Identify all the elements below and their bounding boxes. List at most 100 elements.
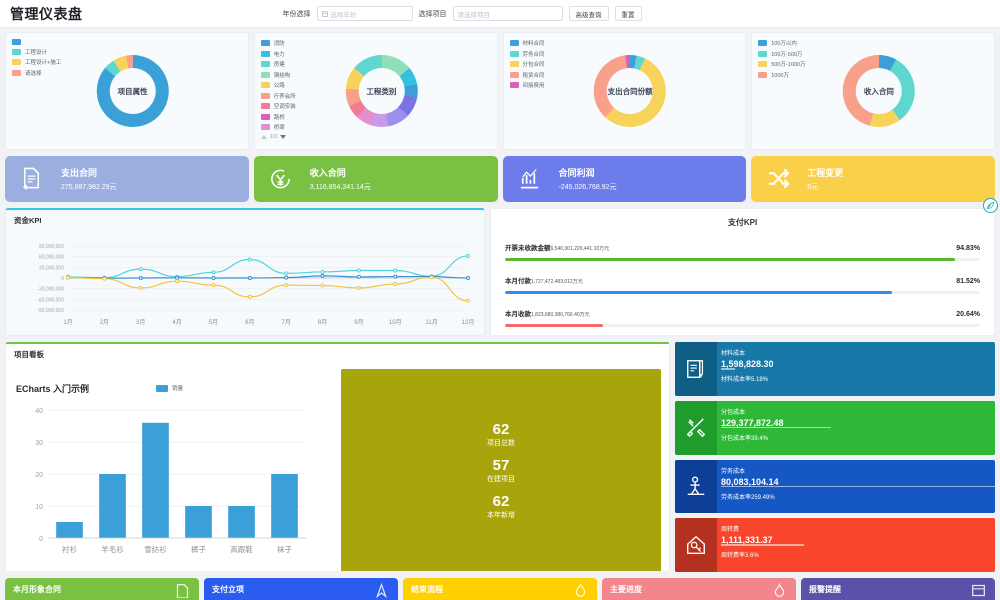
legend-color-swatch — [260, 61, 270, 67]
project-select-input[interactable]: 请选择项目 — [452, 6, 563, 21]
book-pen-icon — [675, 342, 717, 396]
donut-legend-3[interactable]: 100万以内 100万-500万 500万-1000万 1000万 — [758, 39, 806, 81]
legend-item[interactable]: 请选择 — [12, 69, 61, 77]
bar-chart-svg[interactable]: 0 10 20 30 40 衬衫 羊毛衫 雪纺衫 裤子 高跟鞋 袜子 — [6, 398, 341, 572]
legend-item[interactable]: 租赁合同 — [509, 71, 545, 79]
stat-card[interactable]: 合同利润 -245,026,768.92元 — [502, 156, 747, 202]
cost-card[interactable]: 材料成本 1,598,828.30 材料成本率5.18% — [675, 342, 995, 396]
cost-card[interactable]: 分包成本 129,377,872.48 分包成本率39.4% — [675, 400, 995, 455]
project-count-number: 62 — [492, 492, 510, 510]
legend-item[interactable]: 电力 — [260, 50, 296, 58]
legend-color-swatch — [509, 71, 519, 78]
quick-action-card[interactable]: 结束流程 — [403, 578, 597, 600]
svg-text:90,000,000: 90,000,000 — [39, 244, 64, 250]
svg-text:8月: 8月 — [318, 319, 327, 326]
donut-center-label-0: 项目属性 — [117, 86, 148, 96]
legend-label: 房建 — [273, 62, 285, 68]
legend-item[interactable]: 消防 — [260, 39, 296, 47]
legend-item[interactable]: 间接费用 — [509, 81, 545, 89]
svg-text:11月: 11月 — [426, 319, 438, 326]
legend-pager[interactable]: 1/3 — [260, 134, 296, 140]
quick-action-card[interactable]: 报警提醒 — [801, 578, 995, 600]
legend-swatch-sales — [156, 384, 168, 392]
legend-page-up-icon[interactable] — [260, 134, 267, 139]
legend-item[interactable]: 100万以内 — [758, 39, 805, 47]
donut-chart-3[interactable]: 收入合同 — [842, 55, 915, 127]
fund-kpi-line-chart[interactable]: 90,000,000 60,000,000 30,000,000 0 -30,000,0… — [6, 236, 486, 334]
svg-text:0: 0 — [39, 536, 43, 543]
file-icon — [175, 583, 190, 600]
quick-action-label: 主要进度 — [610, 585, 642, 594]
stat-card-value: -245,026,768.92元 — [558, 184, 617, 191]
cost-card[interactable]: 劳务成本 80,083,104.14 劳务成本率259.49% — [675, 459, 995, 514]
svg-text:6月: 6月 — [245, 319, 254, 326]
svg-text:雪纺衫: 雪纺衫 — [144, 544, 167, 554]
stat-card[interactable]: 支出合同 275,887,982.29元 — [5, 156, 249, 202]
legend-item[interactable] — [12, 39, 61, 45]
legend-item[interactable]: 劳务合同 — [509, 50, 545, 58]
cost-card-value: 1,111,331.37 — [721, 535, 773, 546]
quick-action-label: 本月形象合同 — [13, 585, 61, 594]
legend-color-swatch — [509, 40, 519, 46]
svg-text:衬衫: 衬衫 — [62, 544, 77, 554]
donut-chart-0[interactable]: 项目属性 — [96, 55, 169, 127]
legend-item[interactable]: 材料合同 — [509, 39, 545, 47]
cost-card-progress — [721, 485, 995, 487]
reset-button[interactable]: 重置 — [614, 6, 642, 21]
quick-action-strip: 本月形象合同 支付立项 结束流程 主要进度 报警提醒 — [0, 572, 1000, 600]
cost-card-progress — [721, 544, 805, 546]
legend-item[interactable]: 疗养会所 — [260, 92, 296, 100]
legend-item[interactable]: 路桥 — [260, 113, 296, 121]
legend-item[interactable]: 空调安装 — [260, 102, 296, 110]
pay-kpi-track — [505, 258, 980, 261]
donut-legend-1[interactable]: 消防电力房建钢结构公路疗养会所空调安装路桥桥梁 1/3 — [260, 39, 296, 140]
cost-card[interactable]: 周转费 1,111,331.37 周转费率3.6% — [675, 518, 995, 572]
legend-item[interactable]: 桥梁 — [260, 123, 296, 131]
stat-card[interactable]: 收入合同 3,116,854,341.14元 — [253, 156, 498, 202]
year-select-input[interactable]: 选择年份 — [316, 6, 413, 21]
pay-kpi-value: 1,823,680,380,766.40万元 — [531, 312, 590, 318]
legend-item[interactable]: 公路 — [260, 81, 296, 89]
donut-chart-1[interactable]: 工程类别 — [345, 55, 418, 127]
pay-kpi-track — [505, 324, 980, 327]
legend-item[interactable]: 房建 — [260, 60, 296, 68]
quick-action-card[interactable]: 主要进度 — [602, 578, 796, 600]
page-title: 管理仪表盘 — [10, 5, 83, 22]
svg-text:裤子: 裤子 — [191, 544, 206, 554]
legend-page-down-icon[interactable] — [280, 134, 287, 139]
quick-action-card[interactable]: 本月形象合同 — [5, 578, 199, 600]
advanced-search-button[interactable]: 高级查询 — [568, 6, 609, 21]
stat-card-value: 275,887,982.29元 — [61, 184, 117, 191]
stat-card[interactable]: 工程变更 6元 — [751, 156, 995, 202]
cost-card-rate: 分包成本率39.4% — [721, 435, 769, 442]
legend-label: 分包合同 — [522, 62, 545, 68]
pen-icon — [374, 582, 389, 600]
project-board-panel: 项目看板 ECharts 入门示例 销量 0 10 20 30 40 衬衫 羊毛衫 雪纺衫 裤子… — [5, 342, 670, 572]
legend-item[interactable]: 工程设计 — [12, 48, 61, 56]
pay-kpi-label: 开票未收款金额 — [505, 245, 551, 252]
legend-item[interactable]: 500万-1000万 — [758, 60, 806, 68]
donut-legend-0[interactable]: 工程设计工程设计+施工 请选择 — [12, 39, 61, 79]
floating-widget-button[interactable] — [983, 198, 998, 213]
bottom-row: 项目看板 ECharts 入门示例 销量 0 10 20 30 40 衬衫 羊毛衫 雪纺衫 裤子… — [0, 336, 1000, 572]
svg-text:20: 20 — [35, 472, 43, 479]
legend-item[interactable]: 100万-500万 — [758, 50, 805, 58]
legend-item[interactable]: 1000万 — [758, 71, 805, 79]
bar-chart-legend[interactable]: 销量 — [156, 384, 183, 392]
donut-card-income-contract: 100万以内 100万-500万 500万-1000万 1000万 收入合同 — [751, 32, 995, 150]
legend-item[interactable]: 工程设计+施工 — [12, 58, 61, 66]
donut-legend-2[interactable]: 材料合同劳务合同分包合同租赁合同间接费用 — [509, 39, 545, 92]
worker-icon — [675, 459, 717, 514]
legend-item[interactable]: 分包合同 — [509, 60, 545, 68]
legend-color-swatch — [260, 103, 270, 109]
donut-center-label-2: 支出合同份额 — [607, 86, 653, 96]
donut-chart-2[interactable]: 支出合同份额 — [594, 55, 667, 127]
cost-card-rate: 劳务成本率259.49% — [721, 494, 775, 501]
legend-item[interactable]: 钢结构 — [260, 71, 296, 79]
svg-text:2月: 2月 — [100, 319, 109, 326]
filter-bar: 年份选择 选择年份 选择项目 请选择项目 高级查询 重置 — [283, 6, 642, 21]
svg-text:-30,000,000: -30,000,000 — [37, 287, 64, 293]
quick-action-card[interactable]: 支付立项 — [204, 578, 398, 600]
legend-color-swatch — [758, 71, 768, 78]
legend-label: 材料合同 — [522, 41, 545, 47]
